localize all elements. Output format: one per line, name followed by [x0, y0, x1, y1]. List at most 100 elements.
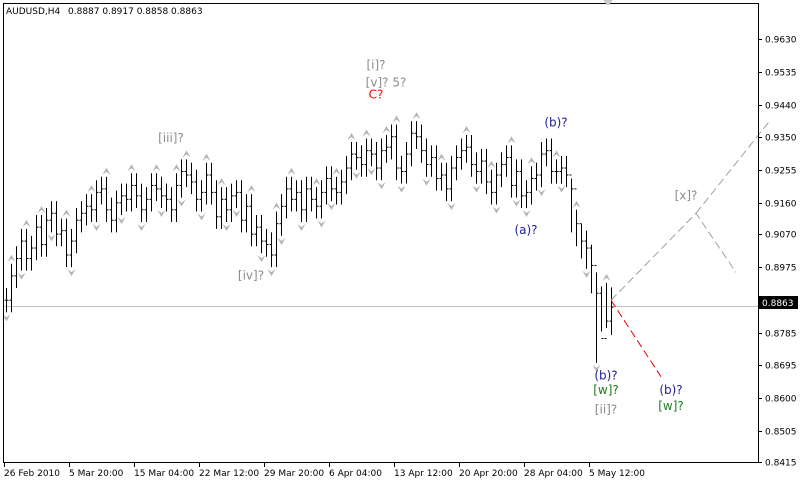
price-axis[interactable]: 0.9630 0.9535 0.9440 0.9350 0.9255 0.9160 0.90… [758, 36, 797, 469]
ohlc-bar [499, 152, 504, 188]
ohlc-bar [529, 166, 534, 205]
ohlc-bar [574, 188, 579, 247]
ohlc-bar [554, 159, 559, 184]
plot-frame [3, 3, 759, 463]
ohlc-bar [384, 134, 389, 163]
ohlc-bar [294, 180, 299, 212]
ohlc-bar [274, 211, 279, 268]
y-tick-label: 0.9535 [765, 69, 797, 79]
ohlc-bar [179, 159, 184, 198]
ohlc-bar [359, 145, 364, 177]
fractal-up-icon [602, 273, 611, 281]
fractal-up-icon [572, 200, 581, 208]
ohlc-bar [59, 218, 64, 247]
ohlc-bar [64, 218, 69, 268]
ohlc-bar [514, 159, 519, 198]
fractal-down-icon [277, 237, 286, 245]
ohlc-bar [339, 169, 344, 205]
x-tick-label: 22 Mar 12:00 [199, 469, 259, 479]
y-tick-label: 0.8600 [765, 395, 797, 405]
y-tick-label: 0.8975 [765, 264, 797, 274]
ohlc-bar [84, 194, 89, 226]
ohlc-bar [439, 162, 444, 191]
ohlc-bar [449, 155, 454, 202]
ohlc-bar [314, 187, 319, 219]
ohlc-bar [404, 141, 409, 184]
ohlc-bar [319, 180, 324, 219]
ohlc-bar [399, 155, 404, 184]
wave-label: [ii]? [595, 402, 617, 416]
fractal-down-icon [472, 185, 481, 193]
fractal-down-icon [522, 210, 531, 218]
ohlc-bar [214, 180, 219, 229]
fractal-up-icon [152, 164, 161, 172]
projection-red-dashed-down [610, 299, 662, 378]
ohlc-bar [104, 176, 109, 222]
x-tick-label: 29 Mar 20:00 [264, 469, 324, 479]
chart-shift-marker-icon[interactable] [603, 0, 613, 6]
fractal-down-icon [582, 270, 591, 278]
current-price-label: 0.8863 [762, 299, 794, 309]
x-tick-label: 20 Apr 20:00 [459, 469, 518, 479]
ohlc-bar [89, 194, 94, 222]
fractal-up-icon [392, 115, 401, 123]
ohlc-bar [9, 263, 14, 313]
fractal-markers [2, 112, 611, 372]
ohlc-bar [559, 155, 564, 184]
ohlc-bar [474, 152, 479, 184]
ohlc-bar [229, 183, 234, 222]
fractal-down-icon [197, 213, 206, 221]
ohlc-bar [604, 282, 609, 339]
y-tick-label: 0.8695 [765, 362, 797, 372]
ohlc-bar [454, 145, 459, 181]
fractal-up-icon [487, 160, 496, 168]
ohlc-bar [494, 162, 499, 205]
fractal-down-icon [397, 185, 406, 193]
ohlc-bar [79, 201, 84, 233]
fractal-up-icon [437, 153, 446, 161]
ohlc-bar [369, 138, 374, 167]
ohlc-bar [254, 214, 259, 247]
fractal-up-icon [362, 129, 371, 137]
fractal-down-icon [557, 185, 566, 193]
ohlc-bar [49, 201, 54, 233]
ohlc-bar [409, 121, 414, 167]
ohlc-bar [489, 169, 494, 205]
fractal-down-icon [377, 182, 386, 190]
ohlc-bar [564, 155, 569, 188]
fractal-down-icon [232, 210, 241, 218]
fractal-up-icon [217, 178, 226, 186]
ohlc-bar [99, 176, 104, 205]
x-tick-label: 26 Feb 2010 [4, 469, 60, 479]
fractal-up-icon [62, 209, 71, 217]
fractal-down-icon [447, 203, 456, 211]
ohlc-bar [94, 180, 99, 222]
ohlc-bar [304, 176, 309, 222]
ohlc-bar [524, 180, 529, 209]
ohlc-bar [324, 166, 329, 205]
fractal-down-icon [117, 216, 126, 224]
y-tick-label: 0.9255 [765, 167, 797, 177]
ohlc-bar [299, 180, 304, 222]
wave-label: [w]? [658, 399, 684, 413]
ohlc-bar [139, 183, 144, 222]
fractal-down-icon [422, 178, 431, 186]
wave-label: [v]? 5? [366, 75, 407, 89]
ohlc-bar [199, 180, 204, 212]
ohlc-bar [169, 187, 174, 222]
ohlc-bar [264, 228, 269, 257]
ohlc-bar [269, 232, 274, 268]
ohlc-bar [599, 286, 604, 339]
fractal-up-icon [247, 185, 256, 193]
fractal-up-icon [87, 185, 96, 193]
wave-label: [w]? [593, 383, 619, 397]
fractal-up-icon [552, 150, 561, 158]
time-axis[interactable]: 26 Feb 2010 5 Mar 20:00 15 Mar 04:00 22 Mar… [4, 462, 645, 479]
ohlc-bar [144, 187, 149, 222]
y-tick-label: 0.9160 [765, 200, 797, 210]
fractal-up-icon [287, 167, 296, 175]
wave-label: C? [369, 87, 384, 101]
